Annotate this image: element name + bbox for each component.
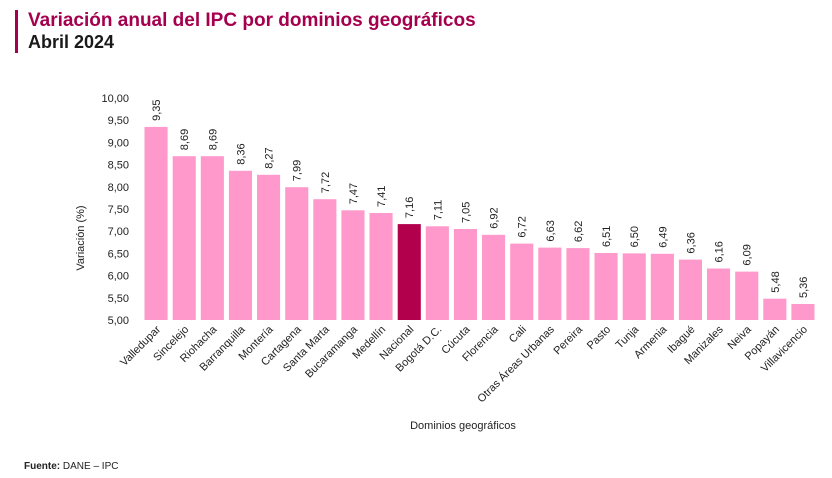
source-note: Fuente: DANE – IPC bbox=[24, 461, 118, 472]
bar bbox=[453, 229, 477, 320]
data-label: 6,92 bbox=[489, 207, 501, 228]
bar bbox=[763, 298, 787, 320]
data-label: 8,27 bbox=[264, 147, 276, 168]
bar bbox=[678, 259, 702, 320]
bar bbox=[172, 156, 196, 320]
data-label: 7,05 bbox=[460, 202, 472, 223]
bar bbox=[200, 156, 224, 320]
y-tick-label: 6,50 bbox=[108, 248, 129, 260]
bar bbox=[707, 268, 731, 320]
bar bbox=[285, 187, 309, 320]
bar bbox=[622, 253, 646, 320]
source-text: DANE – IPC bbox=[62, 461, 119, 472]
y-tick-label: 6,00 bbox=[108, 271, 129, 283]
data-label: 6,36 bbox=[685, 232, 697, 253]
y-tick-label: 8,50 bbox=[108, 160, 129, 172]
data-label: 6,51 bbox=[601, 226, 613, 247]
x-axis-categories: ValleduparSincelejoRiohachaBarranquillaM… bbox=[118, 323, 810, 406]
bar bbox=[482, 234, 506, 320]
data-label: 8,69 bbox=[207, 129, 219, 150]
data-label: 5,48 bbox=[770, 271, 782, 292]
x-axis-title: Dominios geográficos bbox=[410, 420, 516, 432]
chart-title: Variación anual del IPC por dominios geo… bbox=[28, 10, 476, 31]
data-label: 6,16 bbox=[714, 241, 726, 262]
y-tick-label: 8,00 bbox=[108, 182, 129, 194]
bar bbox=[425, 226, 449, 320]
x-category-label: Pereira bbox=[551, 323, 585, 357]
source-label: Fuente: bbox=[24, 461, 61, 472]
data-label: 7,47 bbox=[348, 183, 360, 204]
bar bbox=[650, 253, 674, 320]
y-axis-ticks: 5,00 5,50 6,00 6,50 7,00 7,50 8,00 8,50 9,00 9,50… bbox=[101, 93, 129, 327]
data-label: 6,49 bbox=[657, 226, 669, 247]
bar bbox=[257, 174, 281, 320]
bar bbox=[735, 271, 759, 320]
data-label: 7,11 bbox=[432, 200, 444, 221]
bar bbox=[369, 213, 393, 320]
x-category-label: Cali bbox=[507, 324, 529, 346]
y-tick-label: 10,00 bbox=[101, 93, 129, 105]
bar bbox=[144, 126, 168, 321]
y-tick-label: 9,00 bbox=[108, 137, 129, 149]
x-category-label: Pasto bbox=[585, 324, 613, 352]
data-label: 7,41 bbox=[376, 186, 388, 207]
data-label: 5,36 bbox=[798, 277, 810, 298]
data-label: 6,09 bbox=[742, 244, 754, 265]
bar bbox=[538, 247, 562, 320]
data-label: 8,69 bbox=[179, 129, 191, 150]
bar bbox=[341, 210, 365, 320]
data-label: 6,63 bbox=[545, 220, 557, 241]
data-label: 7,99 bbox=[292, 160, 304, 181]
y-tick-label: 7,00 bbox=[108, 226, 129, 238]
bar bbox=[510, 243, 534, 320]
data-label: 6,62 bbox=[573, 221, 585, 242]
bar bbox=[228, 170, 252, 320]
bar bbox=[594, 253, 618, 320]
y-tick-label: 7,50 bbox=[108, 204, 129, 216]
y-tick-label: 9,50 bbox=[108, 115, 129, 127]
y-tick-label: 5,00 bbox=[108, 315, 129, 327]
bars bbox=[144, 126, 815, 321]
data-label: 8,36 bbox=[235, 143, 247, 164]
y-axis-title: Variación (%) bbox=[75, 205, 87, 270]
bar bbox=[313, 199, 337, 320]
data-label: 6,50 bbox=[629, 226, 641, 247]
chart-subtitle: Abril 2024 bbox=[28, 32, 115, 52]
bar bbox=[791, 304, 815, 320]
data-label: 7,16 bbox=[404, 197, 416, 218]
bar bbox=[566, 248, 590, 320]
y-tick-label: 5,50 bbox=[108, 293, 129, 305]
bar bbox=[397, 224, 421, 320]
data-label: 6,72 bbox=[517, 216, 529, 237]
data-label: 9,35 bbox=[151, 99, 163, 120]
data-label: 7,72 bbox=[320, 172, 332, 193]
title-block: Variación anual del IPC por dominios geo… bbox=[15, 10, 476, 53]
data-labels: 9,35 8,69 8,69 8,36 8,27 7,99 7,72 7,47 7,41 7,16… bbox=[151, 99, 810, 298]
